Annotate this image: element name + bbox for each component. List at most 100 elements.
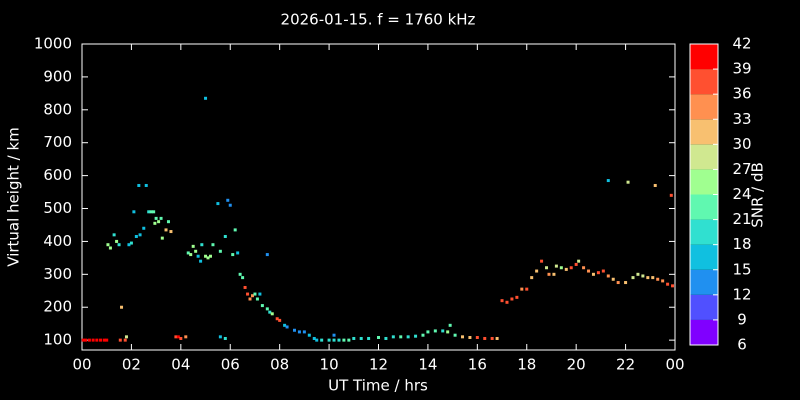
y-tick-label: 500 bbox=[43, 199, 72, 217]
y-tick-label: 1000 bbox=[34, 35, 72, 53]
colorbar-label: SNR / dB bbox=[749, 162, 767, 228]
data-point bbox=[275, 317, 279, 321]
data-point bbox=[189, 253, 193, 257]
data-point bbox=[669, 193, 673, 197]
data-point bbox=[285, 325, 289, 329]
data-point bbox=[569, 266, 573, 270]
data-point bbox=[520, 287, 524, 291]
data-point bbox=[204, 96, 208, 100]
data-point bbox=[384, 336, 388, 340]
colorbar-tick-label: 27 bbox=[732, 160, 751, 178]
data-point bbox=[661, 279, 665, 283]
data-point bbox=[255, 297, 259, 301]
colorbar-tick-label: 42 bbox=[732, 35, 751, 53]
data-point bbox=[391, 335, 395, 339]
data-point bbox=[144, 183, 148, 187]
data-point bbox=[332, 333, 336, 337]
data-point bbox=[191, 244, 195, 248]
data-point bbox=[278, 318, 282, 322]
data-point bbox=[606, 179, 610, 183]
colorbar-tick-label: 39 bbox=[732, 60, 751, 78]
colorbar-swatch bbox=[690, 194, 718, 220]
data-point bbox=[154, 216, 158, 220]
data-point bbox=[147, 210, 151, 214]
x-tick-label: 10 bbox=[320, 356, 339, 374]
data-point bbox=[137, 183, 141, 187]
colorbar-swatch bbox=[690, 169, 718, 195]
data-point bbox=[81, 338, 85, 342]
data-point bbox=[226, 198, 230, 202]
data-point bbox=[211, 243, 215, 247]
data-point bbox=[641, 274, 645, 278]
colorbar-tick-label: 6 bbox=[737, 336, 747, 354]
data-point bbox=[582, 266, 586, 270]
data-point bbox=[238, 272, 242, 276]
colorbar-swatch bbox=[690, 294, 718, 320]
data-point bbox=[117, 243, 121, 247]
data-point bbox=[587, 269, 591, 273]
data-point bbox=[152, 210, 156, 214]
y-tick-label: 600 bbox=[43, 166, 72, 184]
data-point bbox=[250, 294, 254, 298]
colorbar-swatch bbox=[690, 69, 718, 95]
data-point bbox=[132, 210, 136, 214]
data-point bbox=[656, 277, 660, 281]
data-point bbox=[253, 292, 257, 296]
colorbar-swatch bbox=[690, 144, 718, 170]
data-point bbox=[312, 336, 316, 340]
data-point bbox=[115, 239, 119, 243]
data-point bbox=[342, 338, 346, 342]
data-point bbox=[268, 310, 272, 314]
data-point bbox=[228, 203, 232, 207]
colorbar-tick-label: 30 bbox=[732, 135, 751, 153]
data-point bbox=[426, 330, 430, 334]
data-point bbox=[653, 183, 657, 187]
data-point bbox=[505, 300, 509, 304]
data-point bbox=[243, 285, 247, 289]
data-point bbox=[367, 336, 371, 340]
y-tick-label: 400 bbox=[43, 232, 72, 250]
data-point bbox=[258, 292, 262, 296]
data-point bbox=[216, 202, 220, 206]
data-point bbox=[102, 338, 106, 342]
data-point bbox=[399, 335, 403, 339]
colorbar-swatch bbox=[690, 319, 718, 345]
data-point bbox=[142, 226, 146, 230]
data-point bbox=[265, 307, 269, 311]
x-tick-label: 20 bbox=[567, 356, 586, 374]
data-point bbox=[199, 259, 203, 263]
x-tick-label: 16 bbox=[468, 356, 487, 374]
data-point bbox=[123, 338, 127, 342]
data-point bbox=[176, 335, 180, 339]
colorbar-tick-label: 24 bbox=[732, 185, 751, 203]
data-point bbox=[591, 272, 595, 276]
data-point bbox=[106, 243, 110, 247]
y-tick-label: 100 bbox=[43, 331, 72, 349]
data-point bbox=[105, 338, 109, 342]
data-point bbox=[495, 336, 499, 340]
data-point bbox=[646, 276, 650, 280]
x-tick-label: 14 bbox=[418, 356, 437, 374]
data-point bbox=[297, 330, 301, 334]
data-point bbox=[624, 281, 628, 285]
x-tick-label: 02 bbox=[122, 356, 141, 374]
x-tick-label: 08 bbox=[270, 356, 289, 374]
data-point bbox=[153, 221, 157, 225]
data-point bbox=[236, 251, 240, 255]
data-point bbox=[540, 259, 544, 263]
data-point bbox=[636, 272, 640, 276]
data-point bbox=[166, 220, 170, 224]
data-point bbox=[500, 299, 504, 303]
data-point bbox=[169, 230, 173, 234]
x-tick-label: 00 bbox=[665, 356, 684, 374]
data-point bbox=[160, 236, 164, 240]
data-point bbox=[118, 338, 122, 342]
data-point bbox=[120, 305, 124, 309]
data-point bbox=[554, 264, 558, 268]
colorbar-swatch bbox=[690, 119, 718, 145]
data-point bbox=[218, 249, 222, 253]
data-point bbox=[577, 259, 581, 263]
data-point bbox=[337, 338, 341, 342]
data-point bbox=[241, 276, 245, 280]
